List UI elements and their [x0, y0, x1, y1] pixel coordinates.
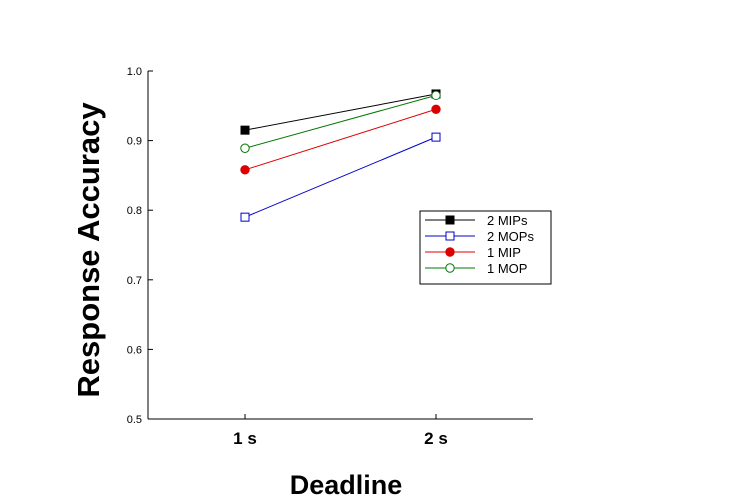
legend-box — [419, 210, 552, 285]
series-line — [244, 93, 437, 131]
legend-label: 2 MOPs — [487, 229, 534, 244]
x-tick-label: 1 s — [233, 429, 257, 448]
legend-marker — [445, 247, 455, 257]
y-tick-label: 0.6 — [127, 344, 142, 356]
x-axis-title: Deadline — [290, 470, 403, 500]
data-point — [431, 132, 441, 142]
legend-entry: 1 MIP — [425, 245, 521, 260]
y-tick-label: 0.5 — [127, 414, 142, 426]
legend-marker — [445, 215, 455, 225]
y-axis-ticks: 0.5 0.6 0.7 0.8 0.9 1.0 — [127, 66, 153, 426]
legend-entry: 1 MOP — [425, 261, 527, 276]
legend-marker — [445, 263, 455, 273]
legend-label: 1 MOP — [487, 261, 527, 276]
y-axis-title: Response Accuracy — [71, 102, 106, 398]
series-2 — [240, 104, 441, 175]
data-point — [240, 143, 250, 153]
data-point — [240, 212, 250, 222]
series-0 — [240, 89, 441, 135]
chart-axes — [147, 71, 533, 420]
series-3 — [240, 90, 441, 153]
legend-entry: 2 MIPs — [425, 213, 528, 228]
y-tick-label: 0.8 — [127, 205, 142, 217]
data-point — [431, 90, 441, 101]
x-axis-ticks: 1 s 2 s — [233, 414, 448, 448]
legend-label: 1 MIP — [487, 245, 521, 260]
series-line — [244, 108, 437, 171]
data-point — [431, 104, 441, 114]
legend-entry: 2 MOPs — [425, 229, 534, 244]
series-line — [244, 136, 437, 218]
series-line — [244, 94, 437, 149]
data-point — [240, 165, 250, 175]
legend-label: 2 MIPs — [487, 213, 528, 228]
legend-marker — [445, 231, 455, 241]
chart-series — [240, 89, 441, 222]
y-tick-label: 0.7 — [127, 275, 142, 287]
y-tick-label: 0.9 — [127, 136, 142, 148]
series-1 — [240, 132, 441, 222]
x-tick-label: 2 s — [424, 429, 448, 448]
data-point — [240, 125, 250, 135]
y-tick-label: 1.0 — [127, 66, 142, 78]
